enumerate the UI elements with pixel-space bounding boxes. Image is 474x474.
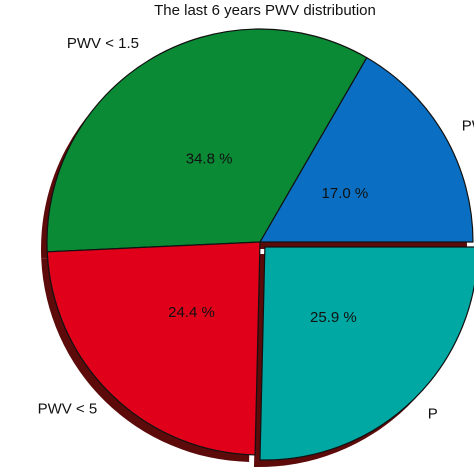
pie-slice-pwv: [259, 57, 474, 243]
percent-label-pwv-5: 24.4 %: [168, 304, 215, 321]
pie-slice-layer: [46, 28, 474, 461]
chart-title: The last 6 years PWV distribution: [154, 2, 376, 19]
slice-label-layer: PWV PWV < 1.5 PWV < 5 P: [38, 35, 474, 423]
slice-label-pwv: PWV: [462, 118, 474, 135]
percent-label-layer: 17.0 % 34.8 % 24.4 % 25.9 %: [168, 150, 368, 326]
pie-slice-pwv-1-5: [46, 28, 368, 253]
slice-label-pwv-1-5: PWV < 1.5: [67, 35, 139, 52]
percent-label-pwv-1-5: 34.8 %: [186, 150, 233, 167]
percent-label-pwv: 17.0 %: [322, 185, 369, 202]
slice-label-p: P: [428, 406, 438, 423]
pie-slice-pwv-5: [46, 241, 261, 456]
percent-label-p: 25.9 %: [310, 309, 357, 326]
pie-slice-p: [259, 246, 474, 461]
slice-label-pwv-5: PWV < 5: [38, 401, 98, 418]
